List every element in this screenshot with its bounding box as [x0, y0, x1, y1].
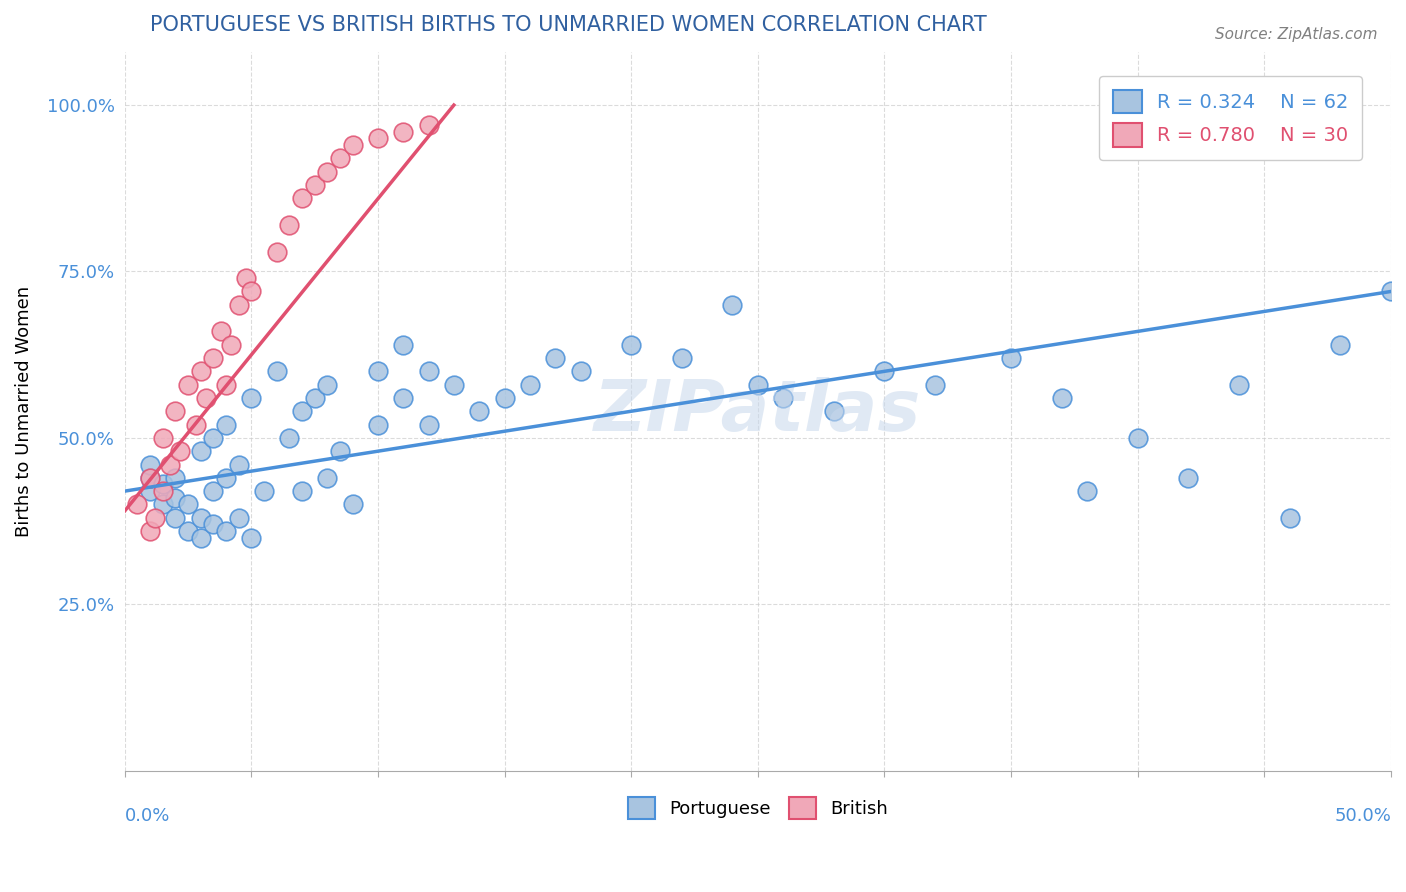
- Point: [152, 477, 174, 491]
- Point: [202, 517, 225, 532]
- Point: [443, 377, 465, 392]
- Point: [266, 244, 288, 259]
- Point: [823, 404, 845, 418]
- Point: [184, 417, 207, 432]
- Point: [165, 491, 187, 505]
- Point: [228, 458, 250, 472]
- Point: [169, 444, 191, 458]
- Point: [671, 351, 693, 365]
- Text: Source: ZipAtlas.com: Source: ZipAtlas.com: [1215, 27, 1378, 42]
- Point: [190, 444, 212, 458]
- Point: [177, 498, 200, 512]
- Point: [418, 118, 440, 132]
- Point: [165, 510, 187, 524]
- Point: [304, 391, 326, 405]
- Point: [1329, 337, 1351, 351]
- Point: [924, 377, 946, 392]
- Point: [209, 325, 232, 339]
- Point: [190, 510, 212, 524]
- Point: [159, 458, 181, 472]
- Point: [215, 471, 238, 485]
- Point: [215, 377, 238, 392]
- Point: [291, 191, 314, 205]
- Point: [139, 471, 162, 485]
- Point: [316, 471, 339, 485]
- Point: [367, 364, 389, 378]
- Point: [235, 271, 257, 285]
- Text: ZIPatlas: ZIPatlas: [595, 376, 921, 446]
- Point: [194, 391, 217, 405]
- Point: [392, 125, 415, 139]
- Legend: Portuguese, British: Portuguese, British: [620, 790, 896, 826]
- Point: [202, 351, 225, 365]
- Point: [1000, 351, 1022, 365]
- Point: [253, 484, 276, 499]
- Point: [304, 178, 326, 192]
- Point: [127, 498, 149, 512]
- Point: [772, 391, 794, 405]
- Point: [228, 298, 250, 312]
- Point: [494, 391, 516, 405]
- Point: [1227, 377, 1250, 392]
- Point: [291, 484, 314, 499]
- Point: [139, 471, 162, 485]
- Text: PORTUGUESE VS BRITISH BIRTHS TO UNMARRIED WOMEN CORRELATION CHART: PORTUGUESE VS BRITISH BIRTHS TO UNMARRIE…: [150, 15, 987, 35]
- Point: [152, 484, 174, 499]
- Point: [240, 391, 263, 405]
- Point: [392, 391, 415, 405]
- Point: [177, 524, 200, 538]
- Point: [620, 337, 643, 351]
- Point: [367, 131, 389, 145]
- Point: [1126, 431, 1149, 445]
- Point: [165, 471, 187, 485]
- Point: [468, 404, 491, 418]
- Point: [139, 524, 162, 538]
- Point: [240, 285, 263, 299]
- Text: 50.0%: 50.0%: [1334, 806, 1391, 824]
- Y-axis label: Births to Unmarried Women: Births to Unmarried Women: [15, 285, 32, 537]
- Point: [190, 364, 212, 378]
- Point: [329, 444, 352, 458]
- Point: [143, 510, 166, 524]
- Point: [519, 377, 541, 392]
- Point: [278, 431, 301, 445]
- Point: [392, 337, 415, 351]
- Point: [316, 164, 339, 178]
- Point: [367, 417, 389, 432]
- Point: [329, 152, 352, 166]
- Point: [721, 298, 744, 312]
- Point: [1278, 510, 1301, 524]
- Point: [1379, 285, 1402, 299]
- Point: [1076, 484, 1098, 499]
- Point: [1177, 471, 1199, 485]
- Point: [418, 364, 440, 378]
- Point: [215, 417, 238, 432]
- Point: [569, 364, 592, 378]
- Point: [1050, 391, 1073, 405]
- Point: [190, 531, 212, 545]
- Point: [202, 484, 225, 499]
- Point: [418, 417, 440, 432]
- Text: 0.0%: 0.0%: [125, 806, 170, 824]
- Point: [747, 377, 769, 392]
- Point: [228, 510, 250, 524]
- Point: [342, 498, 364, 512]
- Point: [152, 498, 174, 512]
- Point: [215, 524, 238, 538]
- Point: [291, 404, 314, 418]
- Point: [139, 458, 162, 472]
- Point: [219, 337, 242, 351]
- Point: [202, 431, 225, 445]
- Point: [177, 377, 200, 392]
- Point: [316, 377, 339, 392]
- Point: [139, 484, 162, 499]
- Point: [152, 431, 174, 445]
- Point: [165, 404, 187, 418]
- Point: [278, 218, 301, 232]
- Point: [240, 531, 263, 545]
- Point: [342, 138, 364, 153]
- Point: [266, 364, 288, 378]
- Point: [544, 351, 567, 365]
- Point: [873, 364, 896, 378]
